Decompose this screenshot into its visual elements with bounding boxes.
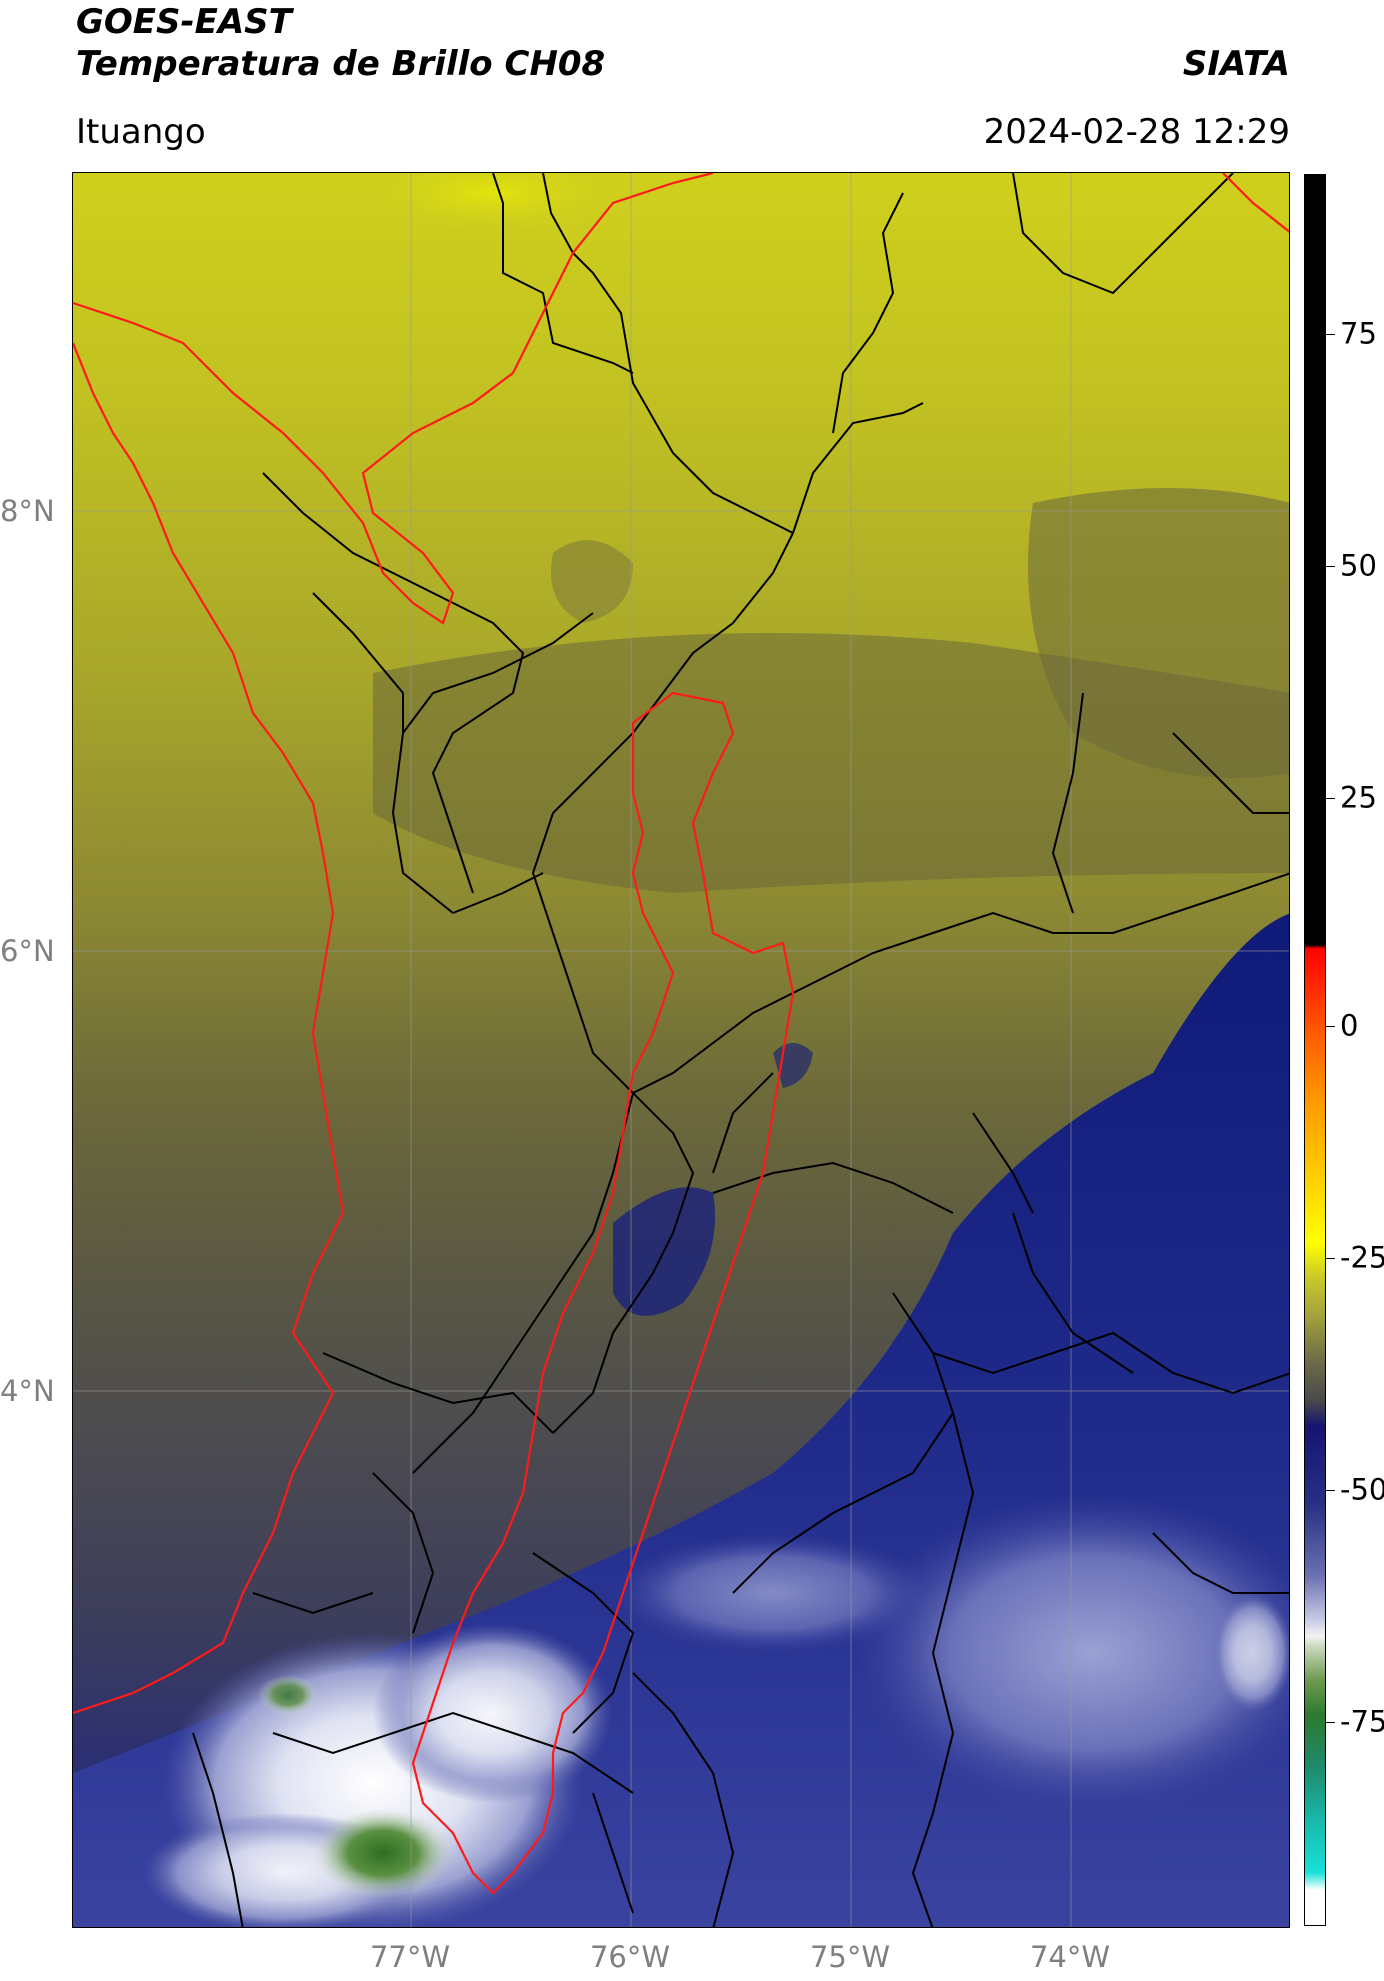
colorbar-tick [1326,1026,1335,1027]
lat-label-8n: 8°N [0,494,55,528]
lon-label-74w: 74°W [1029,1940,1111,1974]
colorbar-label-0: 0 [1340,1008,1359,1043]
olive-patch [373,633,1289,893]
map-panel[interactable] [72,172,1290,1928]
lon-label-75w: 75°W [809,1940,891,1974]
lat-label-4n: 4°N [0,1374,55,1408]
colorbar-tick [1326,566,1335,567]
organization-label: SIATA [1182,44,1290,84]
colorbar-label-minus50: -50 [1340,1472,1384,1507]
brightness-temperature-map [73,173,1289,1927]
product-title: Temperatura de Brillo CH08 [76,44,606,84]
lon-label-76w: 76°W [589,1940,671,1974]
light-blue-area [613,1533,933,1653]
olive-patch [551,540,633,623]
admin-boundaries [192,173,1289,1927]
colorbar-label-minus75: -75 [1340,1704,1384,1739]
lon-label-77w: 77°W [369,1940,451,1974]
datetime-label: 2024-02-28 12:29 [983,112,1290,152]
colorbar-tick [1326,1490,1335,1491]
colorbar-label-75: 75 [1340,316,1377,351]
colorbar [1304,174,1326,1926]
colorbar-label-50: 50 [1340,548,1377,583]
lat-label-6n: 6°N [0,934,55,968]
convective-cluster [1213,1593,1289,1713]
warm-area [363,173,623,233]
colorbar-tick [1326,334,1335,335]
region-label: Ituango [76,112,206,152]
convective-cluster [373,1623,613,1803]
satellite-title: GOES-EAST [76,2,292,42]
colorbar-label-minus25: -25 [1340,1240,1384,1275]
red-outlines [73,173,1289,1895]
colorbar-label-25: 25 [1340,780,1377,815]
coldest-core [313,1808,453,1898]
coldest-core [258,1675,318,1715]
colorbar-tick [1326,1722,1335,1723]
colorbar-tick [1326,798,1335,799]
colorbar-tick [1326,1258,1335,1259]
